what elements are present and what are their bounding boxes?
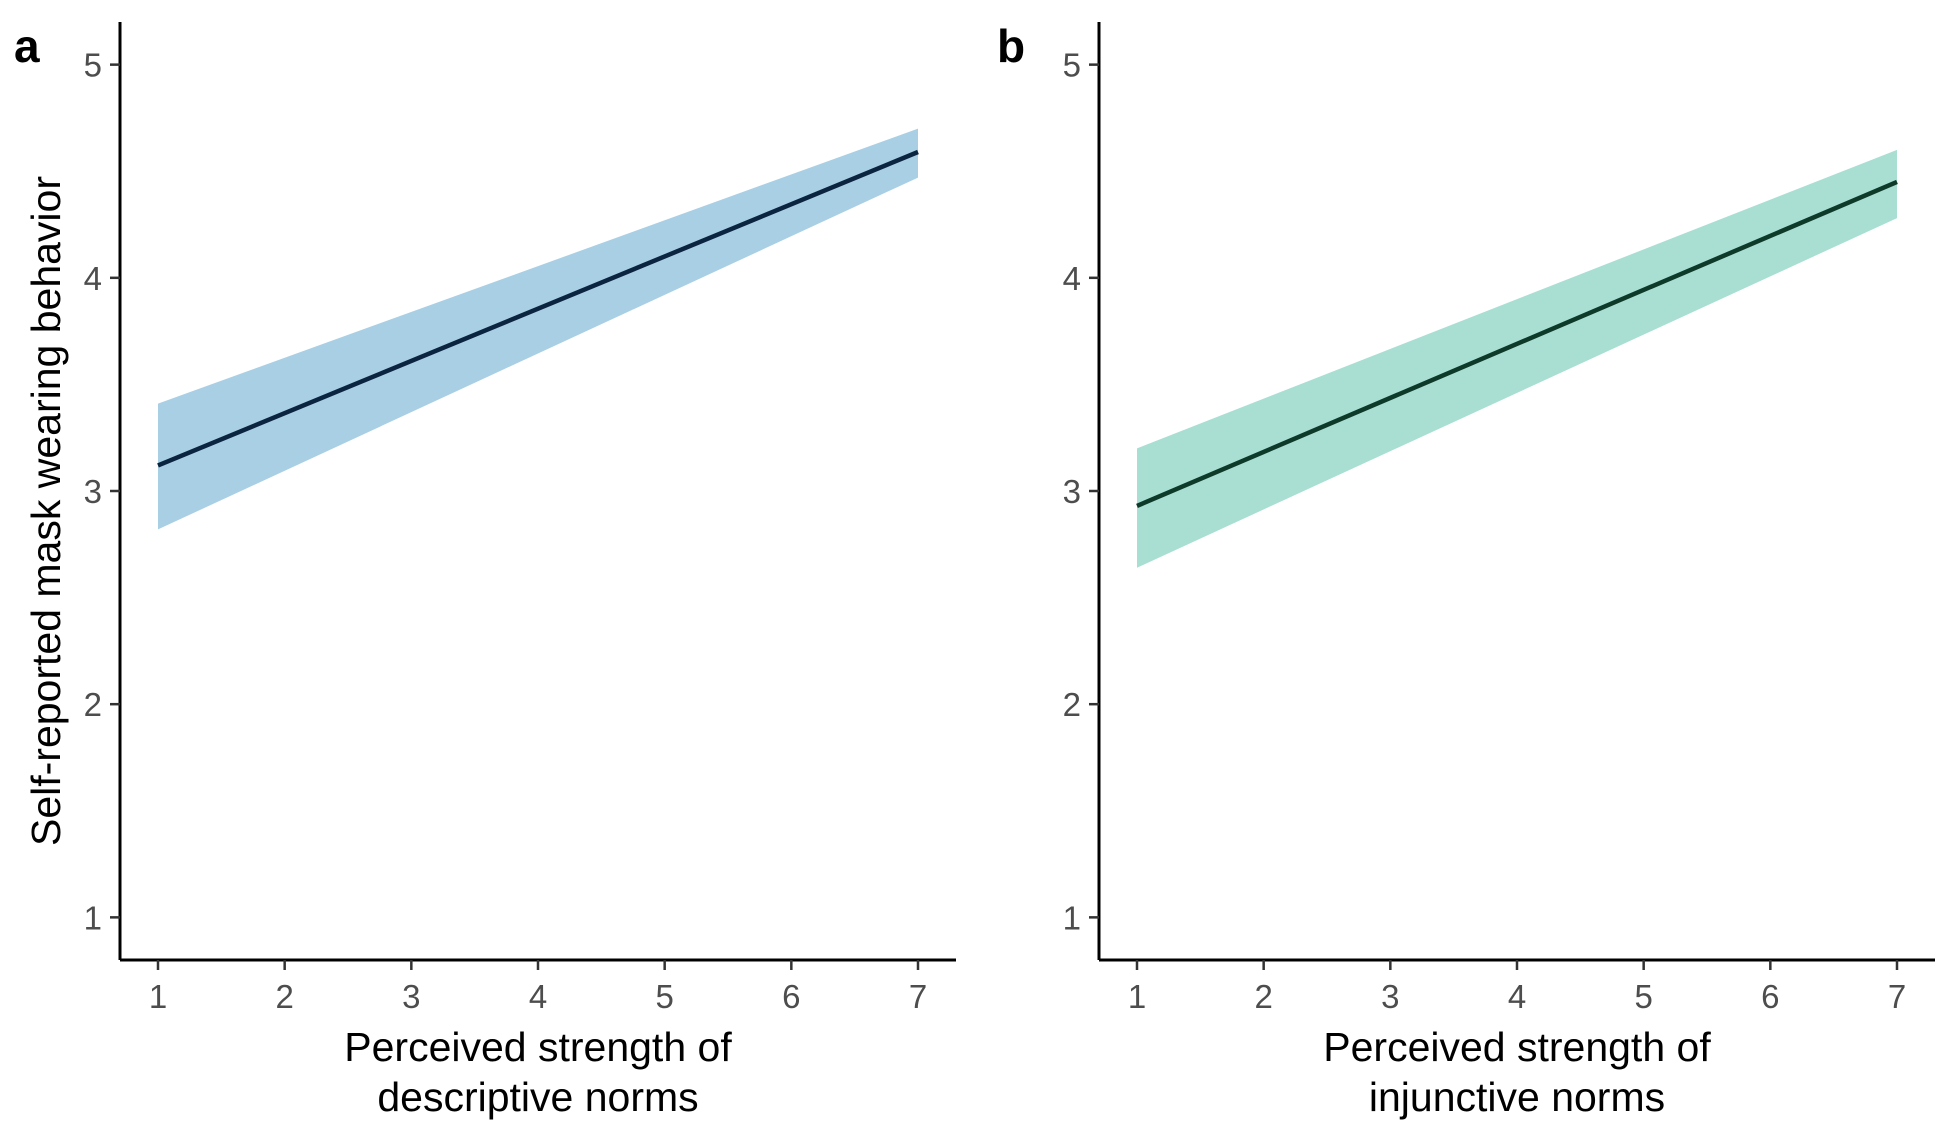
x-tick-label: 4 <box>529 978 547 1015</box>
panel-label: a <box>14 20 40 72</box>
x-tick-label: 5 <box>1634 978 1652 1015</box>
x-tick-label: 6 <box>1761 978 1779 1015</box>
x-tick-label: 3 <box>1381 978 1399 1015</box>
y-tick-label: 4 <box>1063 260 1081 297</box>
x-tick-label: 1 <box>1128 978 1146 1015</box>
panel-b: 1 2 3 4 5 1 2 3 4 5 6 7 Perceived strength ofinjunct… <box>997 20 1935 1120</box>
x-axis-title: injunctive norms <box>1369 1074 1665 1120</box>
x-tick-label: 4 <box>1508 978 1526 1015</box>
panel-label: b <box>997 20 1025 72</box>
confidence-ribbon <box>158 128 918 530</box>
regression-line <box>1136 179 1898 508</box>
y-tick-label: 2 <box>1063 686 1081 723</box>
x-tick-label: 2 <box>275 978 293 1015</box>
y-tick-label: 3 <box>84 473 102 510</box>
confidence-ribbon <box>1137 149 1897 568</box>
x-tick-label: 2 <box>1254 978 1272 1015</box>
x-tick-label: 7 <box>1888 978 1906 1015</box>
regression-line <box>157 149 919 468</box>
y-tick-label: 3 <box>1063 473 1081 510</box>
y-tick-label: 4 <box>84 260 102 297</box>
x-tick-label: 3 <box>402 978 420 1015</box>
x-tick-label: 7 <box>909 978 927 1015</box>
x-tick-label: 5 <box>655 978 673 1015</box>
x-axis-title: Perceived strength of <box>1323 1024 1711 1070</box>
x-tick-label: 1 <box>149 978 167 1015</box>
y-axis-title: Self-reported mask wearing behavior <box>23 176 69 846</box>
x-tick-label: 6 <box>782 978 800 1015</box>
y-tick-label: 5 <box>1063 47 1081 84</box>
x-axis-title: Perceived strength of <box>344 1024 732 1070</box>
x-axis-title: descriptive norms <box>377 1074 698 1120</box>
y-tick-label: 2 <box>84 686 102 723</box>
y-tick-label: 5 <box>84 47 102 84</box>
y-tick-label: 1 <box>1063 899 1081 936</box>
panel-a: 1 2 3 4 5 1 2 3 4 5 6 7 Perceived strength ofdescrip… <box>14 20 956 1120</box>
y-tick-label: 1 <box>84 899 102 936</box>
